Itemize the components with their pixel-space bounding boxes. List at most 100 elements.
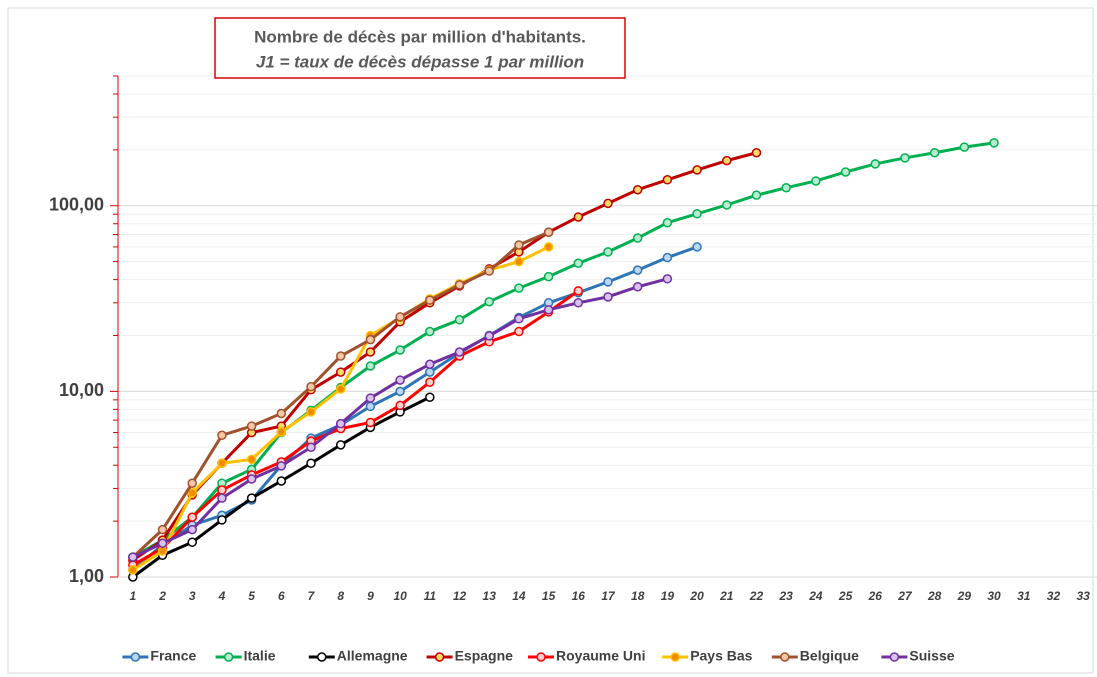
data-point (603, 277, 613, 287)
data-point (692, 165, 702, 175)
x-tick-label: 26 (868, 589, 883, 603)
x-tick-label: 27 (897, 589, 913, 603)
x-tick-label: 8 (337, 589, 344, 603)
data-point (722, 155, 732, 166)
data-point (454, 315, 465, 325)
data-point (335, 367, 346, 377)
y-tick-label: 100,00 (49, 194, 104, 214)
data-point (692, 242, 702, 252)
data-point (929, 147, 940, 158)
data-point (751, 190, 762, 200)
legend-marker (780, 652, 790, 662)
legend-marker (536, 652, 546, 662)
x-tick-label: 1 (130, 589, 137, 603)
x-tick-label: 12 (453, 589, 467, 603)
x-tick-label: 14 (512, 589, 526, 603)
data-point (603, 292, 613, 302)
x-tick-label: 15 (542, 589, 556, 603)
x-tick-label: 9 (367, 589, 374, 603)
x-tick-label: 32 (1047, 589, 1061, 603)
data-point (187, 488, 197, 498)
data-point (989, 138, 999, 148)
data-point (306, 407, 316, 417)
data-point (454, 347, 465, 357)
data-point (335, 384, 346, 394)
data-point (187, 512, 197, 522)
x-tick-label: 20 (689, 589, 704, 603)
data-point (425, 367, 435, 377)
x-tick-label: 5 (248, 589, 255, 603)
data-point (128, 552, 138, 562)
data-point (217, 515, 227, 525)
x-tick-label: 10 (393, 589, 407, 603)
data-point (484, 331, 494, 341)
data-point (157, 524, 168, 535)
data-point (187, 478, 197, 488)
legend-label: Belgique (800, 648, 859, 664)
legend-label: France (150, 648, 196, 664)
data-point (246, 454, 257, 465)
data-point (157, 546, 168, 556)
data-point (662, 175, 673, 185)
data-point (217, 430, 227, 441)
x-tick-label: 4 (218, 589, 226, 603)
data-point (365, 401, 376, 412)
y-tick-label: 10,00 (59, 380, 104, 400)
data-point (306, 381, 316, 392)
chart-subtitle: J1 = taux de décès dépasse 1 par million (256, 52, 584, 71)
data-point (128, 565, 138, 575)
data-point (365, 417, 376, 428)
legend-marker (130, 652, 141, 662)
data-point (573, 212, 584, 222)
data-point (959, 142, 970, 152)
legend-label: Suisse (909, 648, 954, 664)
data-point (662, 274, 673, 284)
data-point (632, 265, 643, 275)
data-point (306, 458, 316, 469)
title-box (214, 17, 626, 79)
x-tick-label: 18 (631, 589, 645, 603)
data-point (454, 280, 465, 290)
data-point (900, 153, 910, 163)
legend-label: Espagne (455, 648, 514, 664)
data-point (425, 295, 435, 305)
data-point (187, 524, 197, 535)
data-point (217, 485, 227, 495)
data-point (603, 198, 613, 209)
data-point (365, 347, 376, 357)
data-point (246, 421, 257, 431)
x-tick-label: 24 (808, 589, 823, 603)
data-point (365, 393, 376, 403)
y-tick-label: 1,00 (69, 566, 104, 586)
data-point (543, 242, 554, 252)
data-point (632, 233, 643, 243)
x-tick-label: 13 (483, 589, 497, 603)
x-tick-label: 33 (1076, 589, 1090, 603)
data-point (870, 159, 881, 169)
legend-label: Pays Bas (690, 648, 752, 664)
x-tick-label: 30 (987, 589, 1001, 603)
data-point (632, 282, 643, 292)
data-point (217, 493, 227, 503)
legend-marker (434, 652, 445, 662)
x-tick-label: 21 (719, 589, 734, 603)
plot (128, 138, 999, 582)
x-tick-label: 25 (838, 589, 853, 603)
x-tick-label: 6 (278, 589, 285, 603)
x-tick-label: 7 (308, 589, 316, 603)
data-point (276, 408, 287, 419)
data-point (662, 217, 673, 228)
legend-marker (889, 652, 900, 662)
series-line (132, 151, 757, 562)
data-point (514, 256, 524, 267)
data-point (573, 258, 584, 269)
x-tick-label: 22 (749, 589, 764, 603)
data-point (306, 442, 316, 453)
data-point (365, 361, 376, 371)
data-point (395, 375, 405, 385)
data-point (514, 326, 524, 337)
data-point (514, 240, 524, 250)
data-point (395, 400, 405, 411)
